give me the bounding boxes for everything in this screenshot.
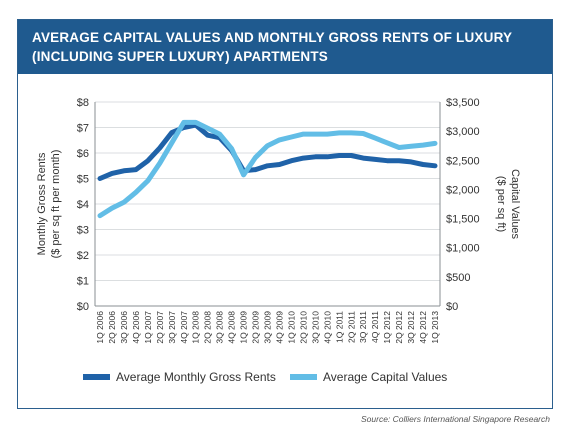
y-right-tick-label: $2,500 [446,155,480,167]
x-tick-label: 3Q 2011 [358,311,368,343]
y-right-tick-label: $500 [446,272,470,284]
x-tick-label: 2Q 2008 [203,311,213,344]
x-tick-label: 1Q 2007 [143,311,153,344]
x-tick-label: 4Q 2011 [370,311,380,343]
series-line-capital-values [97,119,438,219]
y-right-axis-title: Capital Values [509,169,521,240]
y-right-tick-label: $2,000 [446,184,480,196]
y-left-tick-label: $5 [77,174,89,186]
y-left-tick-label: $0 [77,301,89,313]
legend-label: Average Monthly Gross Rents [116,370,276,384]
x-tick-label: 2Q 2006 [107,311,117,344]
x-tick-label: 4Q 2008 [227,311,237,344]
y-left-tick-label: $7 [77,123,89,135]
y-left-tick-label: $2 [77,250,89,262]
y-left-tick-label: $8 [77,97,89,109]
x-tick-label: 3Q 2006 [119,311,129,344]
x-tick-label: 2Q 2011 [346,311,356,343]
x-tick-label: 4Q 2007 [179,311,189,344]
x-tick-label: 3Q 2012 [406,311,416,344]
x-tick-label: 4Q 2012 [418,311,428,344]
legend-label: Average Capital Values [323,370,447,384]
y-left-tick-label: $6 [77,148,89,160]
x-tick-label: 1Q 2010 [286,311,296,344]
x-tick-label: 2Q 2009 [251,311,261,344]
y-left-tick-label: $4 [77,199,89,211]
x-tick-label: 1Q 2012 [382,311,392,344]
chart-title-line-2: (INCLUDING SUPER LUXURY) APARTMENTS [32,49,328,64]
x-tick-label: 3Q 2010 [310,311,320,344]
x-tick-label: 2Q 2012 [394,311,404,344]
y-right-tick-label: $1,000 [446,243,480,255]
y-left-tick-label: $1 [77,276,89,288]
x-tick-label: 3Q 2007 [167,311,177,344]
y-right-tick-label: $0 [446,301,458,313]
y-right-tick-label: $3,000 [446,126,480,138]
x-tick-label: 1Q 2011 [334,311,344,343]
x-tick-label: 2Q 2010 [298,311,308,344]
x-tick-label: 3Q 2009 [263,311,273,344]
x-tick-label: 3Q 2008 [215,311,225,344]
y-right-tick-label: $1,500 [446,214,480,226]
y-left-tick-label: $3 [77,225,89,237]
x-tick-label: 2Q 2007 [155,311,165,344]
chart-header: AVERAGE CAPITAL VALUES AND MONTHLY GROSS… [18,20,552,74]
x-tick-label: 1Q 2009 [239,311,249,344]
x-tick-label: 4Q 2006 [131,311,141,344]
source-note: Source: Colliers International Singapore… [361,414,550,424]
y-right-tick-label: $3,500 [446,97,480,109]
chart-title-line-1: AVERAGE CAPITAL VALUES AND MONTHLY GROSS… [32,30,513,45]
y-left-axis-title: ($ per sq ft per month) [50,150,62,259]
x-tick-label: 1Q 2013 [430,311,440,344]
series-line-rents [97,122,438,181]
x-tick-label: 4Q 2009 [274,311,284,344]
x-tick-label: 1Q 2006 [95,311,105,344]
x-tick-label: 4Q 2010 [322,311,332,344]
y-left-axis-title: Monthly Gross Rents [36,152,48,255]
y-right-axis-title: ($ per sq ft) [495,176,507,232]
x-tick-label: 1Q 2008 [191,311,201,344]
